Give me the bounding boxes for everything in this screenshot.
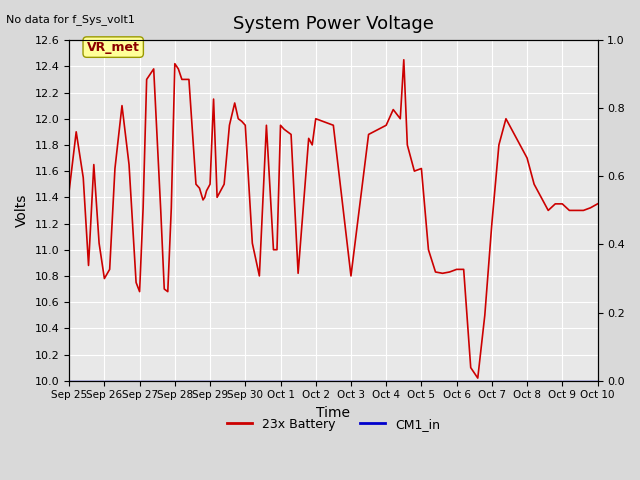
X-axis label: Time: Time — [316, 406, 350, 420]
Y-axis label: Volts: Volts — [15, 194, 29, 227]
Text: VR_met: VR_met — [87, 41, 140, 54]
Legend: 23x Battery, CM1_in: 23x Battery, CM1_in — [221, 413, 445, 436]
Title: System Power Voltage: System Power Voltage — [233, 15, 434, 33]
Text: No data for f_Sys_volt1: No data for f_Sys_volt1 — [6, 14, 135, 25]
